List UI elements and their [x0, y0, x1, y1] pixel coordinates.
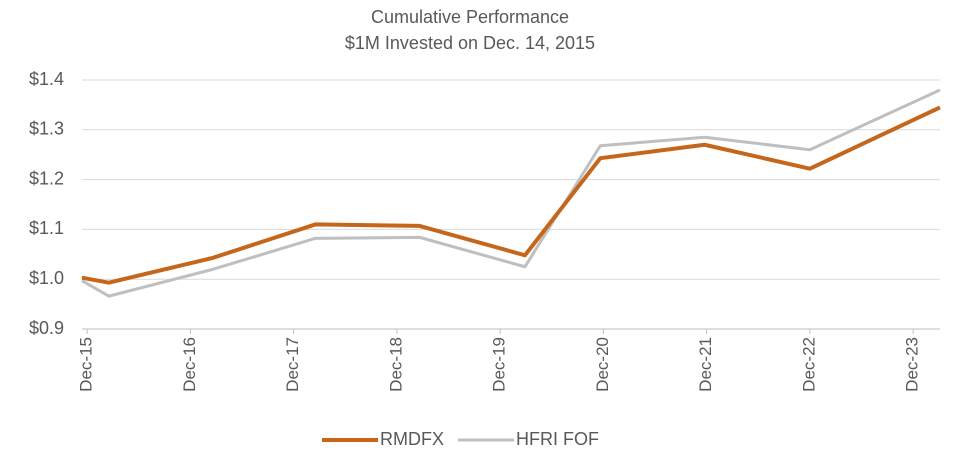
x-tick-label: Dec-21: [696, 337, 715, 392]
chart-subtitle: $1M Invested on Dec. 14, 2015: [345, 33, 595, 53]
series-line: [81, 88, 941, 298]
y-tick-label: $1.1: [29, 218, 64, 238]
series-line: [81, 105, 941, 285]
x-tick-label: Dec-18: [386, 337, 405, 392]
legend-label: RMDFX: [380, 429, 444, 449]
y-tick-label: $1.0: [29, 268, 64, 288]
y-tick-label: $1.3: [29, 119, 64, 139]
y-tick-label: $1.4: [29, 69, 64, 89]
x-tick-label: Dec-17: [283, 337, 302, 392]
x-tick-label: Dec-19: [490, 337, 509, 392]
y-tick-label: $1.2: [29, 168, 64, 188]
x-tick-label: Dec-15: [77, 337, 96, 392]
chart-title: Cumulative Performance: [371, 7, 569, 27]
x-tick-label: Dec-22: [799, 337, 818, 392]
x-tick-label: Dec-20: [593, 337, 612, 392]
legend-label: HFRI FOF: [516, 429, 599, 449]
y-tick-label: $0.9: [29, 318, 64, 338]
x-tick-label: Dec-23: [903, 337, 922, 392]
x-tick-label: Dec-16: [180, 337, 199, 392]
